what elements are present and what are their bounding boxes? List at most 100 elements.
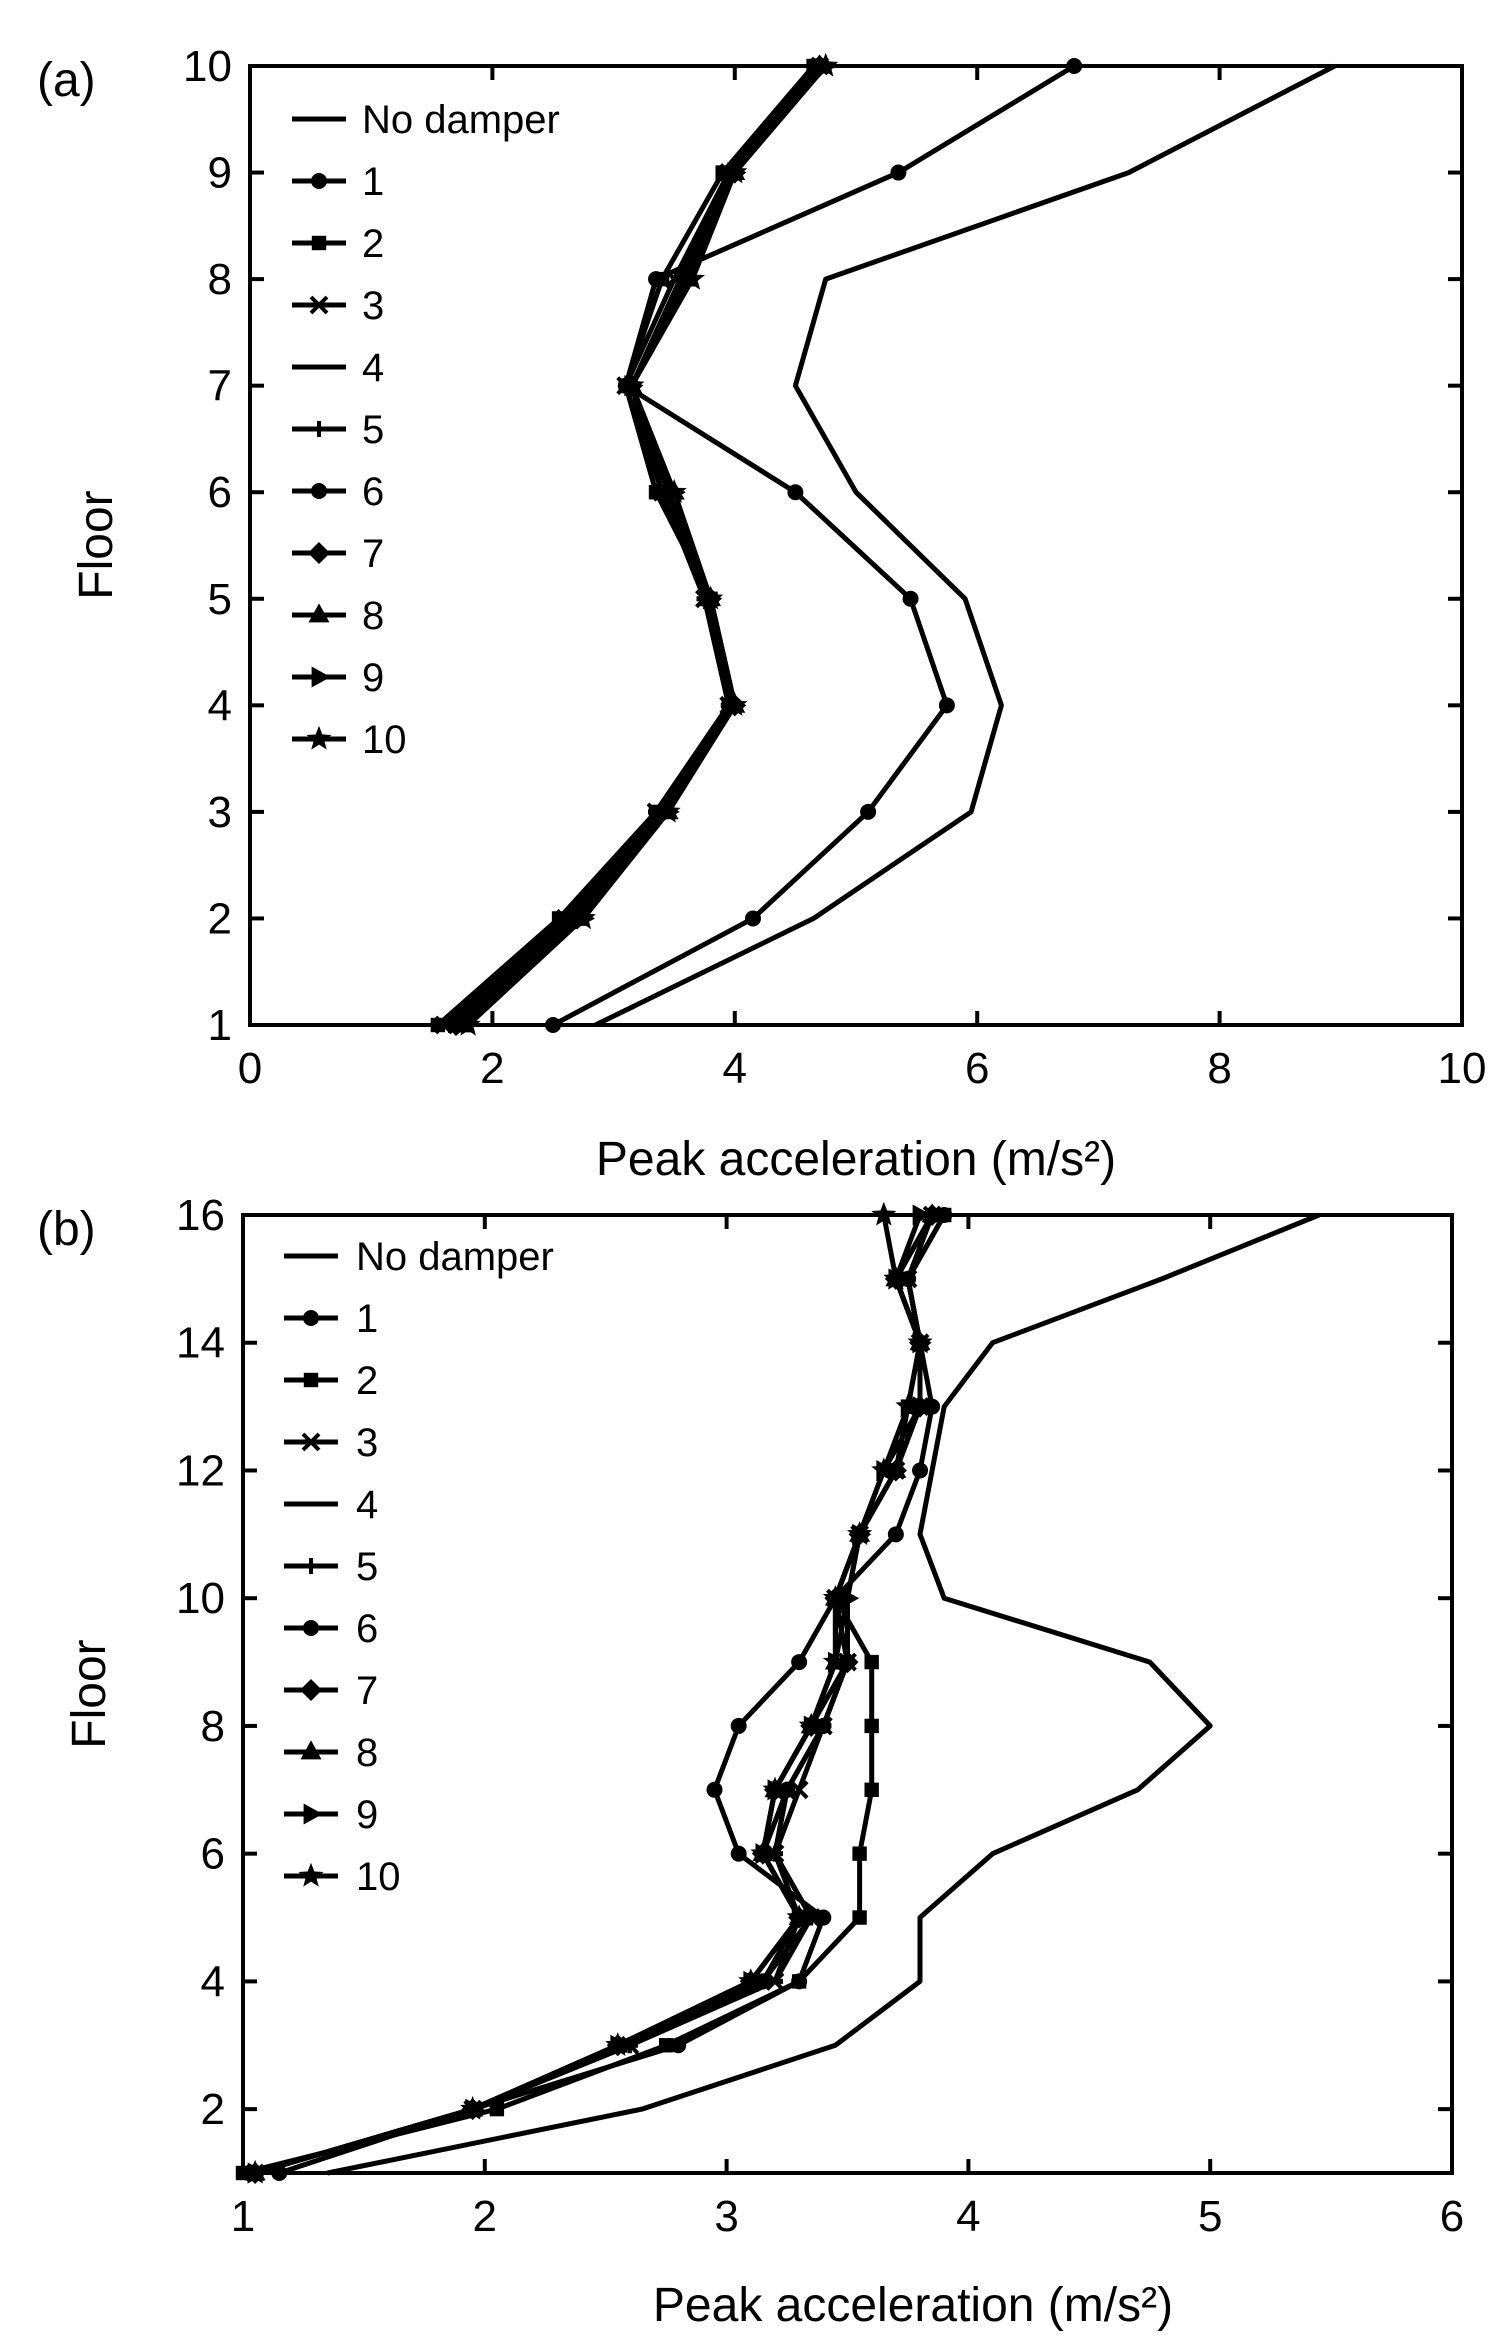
data-point xyxy=(706,1781,723,1798)
legend-label: 2 xyxy=(356,1359,378,1403)
panel-label: (a) xyxy=(37,54,96,107)
x-tick-label: 3 xyxy=(714,2192,738,2241)
series-line xyxy=(278,1213,947,2176)
legend-marker xyxy=(300,1740,322,1760)
panel-label: (b) xyxy=(37,1203,96,1256)
legend-marker xyxy=(303,1558,319,1574)
series-10 xyxy=(242,1201,933,2184)
series-line xyxy=(254,1214,923,2176)
data-point xyxy=(766,1978,783,1984)
legend-label: 9 xyxy=(356,1793,378,1837)
legend-marker xyxy=(309,295,329,315)
data-point xyxy=(619,372,645,397)
legend: No damper 1 2 3 4 5 6 7 8 9 10 xyxy=(292,98,560,762)
legend-item: 9 xyxy=(284,1793,378,1837)
y-tick-label: 3 xyxy=(208,788,232,837)
data-point xyxy=(762,1776,788,1801)
legend-item: No damper xyxy=(292,98,560,142)
data-point xyxy=(786,1904,812,1929)
data-point xyxy=(655,798,681,823)
legend-item: 4 xyxy=(284,1483,378,1527)
series-line xyxy=(442,64,822,1027)
data-point xyxy=(730,1845,747,1862)
legend-item: 3 xyxy=(292,284,384,328)
x-tick-label: 2 xyxy=(480,1044,504,1093)
x-tick-label: 0 xyxy=(238,1044,262,1093)
legend-label: 5 xyxy=(362,408,384,452)
series-10 xyxy=(455,52,839,1036)
legend-item: 8 xyxy=(284,1731,378,1775)
data-point xyxy=(791,1654,808,1671)
series-line xyxy=(448,64,816,1027)
data-point xyxy=(658,2038,674,2053)
series-line xyxy=(436,64,816,1027)
legend-item: 1 xyxy=(284,1297,378,1341)
series-5 xyxy=(441,58,822,1033)
y-tick-label: 8 xyxy=(208,255,232,304)
legend-item: 5 xyxy=(292,408,384,452)
series-6 xyxy=(247,1207,941,2181)
data-point xyxy=(907,1329,933,1354)
x-tick-label: 1 xyxy=(231,2192,255,2241)
plot-frame xyxy=(241,1213,1454,2175)
legend-marker xyxy=(311,173,327,189)
data-point xyxy=(822,1648,848,1673)
series-line xyxy=(254,1214,923,2176)
legend-marker xyxy=(308,603,330,623)
legend-marker xyxy=(311,421,327,437)
legend-item: 2 xyxy=(284,1359,378,1403)
series-line xyxy=(454,64,822,1027)
legend-marker xyxy=(311,483,327,499)
data-point xyxy=(679,265,705,290)
legend-label: 10 xyxy=(362,718,407,762)
series-2 xyxy=(430,58,821,1033)
x-tick-label: 4 xyxy=(723,1044,747,1093)
legend-marker xyxy=(311,666,331,688)
y-tick-label: 10 xyxy=(176,1574,225,1623)
legend-marker xyxy=(301,1432,321,1452)
data-point xyxy=(864,1718,879,1734)
legend: No damper 1 2 3 4 5 6 7 8 9 10 xyxy=(284,1235,554,1899)
y-tick-label: 14 xyxy=(176,1319,225,1368)
legend-label: No damper xyxy=(356,1235,554,1279)
series-no-damper xyxy=(594,63,1336,1028)
series-1 xyxy=(545,58,1083,1033)
legend-label: 3 xyxy=(362,284,384,328)
data-point xyxy=(744,910,761,927)
legend-item: No damper xyxy=(284,1235,554,1279)
y-axis-title: Floor xyxy=(63,1639,116,1748)
x-axis-title: Peak acceleration (m/s²) xyxy=(596,1133,1116,1186)
series-line xyxy=(460,64,828,1027)
legend-label: 1 xyxy=(362,160,384,204)
data-point xyxy=(698,585,724,610)
legend-item: 7 xyxy=(284,1669,378,1713)
data-point xyxy=(864,1782,879,1797)
data-point xyxy=(789,1780,809,1800)
x-tick-label: 2 xyxy=(473,2192,497,2241)
x-tick-label: 8 xyxy=(1207,1044,1231,1093)
data-point xyxy=(890,164,907,181)
series-9 xyxy=(454,55,838,1036)
legend-marker xyxy=(311,235,327,251)
legend-marker xyxy=(298,1862,324,1887)
y-axis-title: Floor xyxy=(70,490,123,599)
legend-item: 10 xyxy=(292,718,407,762)
series-line xyxy=(594,63,1336,1028)
legend-item: 2 xyxy=(292,222,384,266)
data-point xyxy=(852,1846,867,1861)
legend-item: 8 xyxy=(292,594,384,638)
data-point xyxy=(722,159,748,184)
x-tick-label: 10 xyxy=(1438,1044,1487,1093)
y-tick-label: 1 xyxy=(208,1001,232,1050)
y-tick-label: 4 xyxy=(201,1957,225,2006)
data-point xyxy=(887,1526,904,1543)
data-point xyxy=(661,478,687,503)
legend-label: 6 xyxy=(356,1607,378,1651)
legend-item: 3 xyxy=(284,1421,378,1465)
y-tick-label: 8 xyxy=(201,1702,225,1751)
data-point xyxy=(791,1974,807,1989)
series-line xyxy=(242,1213,947,2176)
legend-item: 6 xyxy=(284,1607,378,1651)
